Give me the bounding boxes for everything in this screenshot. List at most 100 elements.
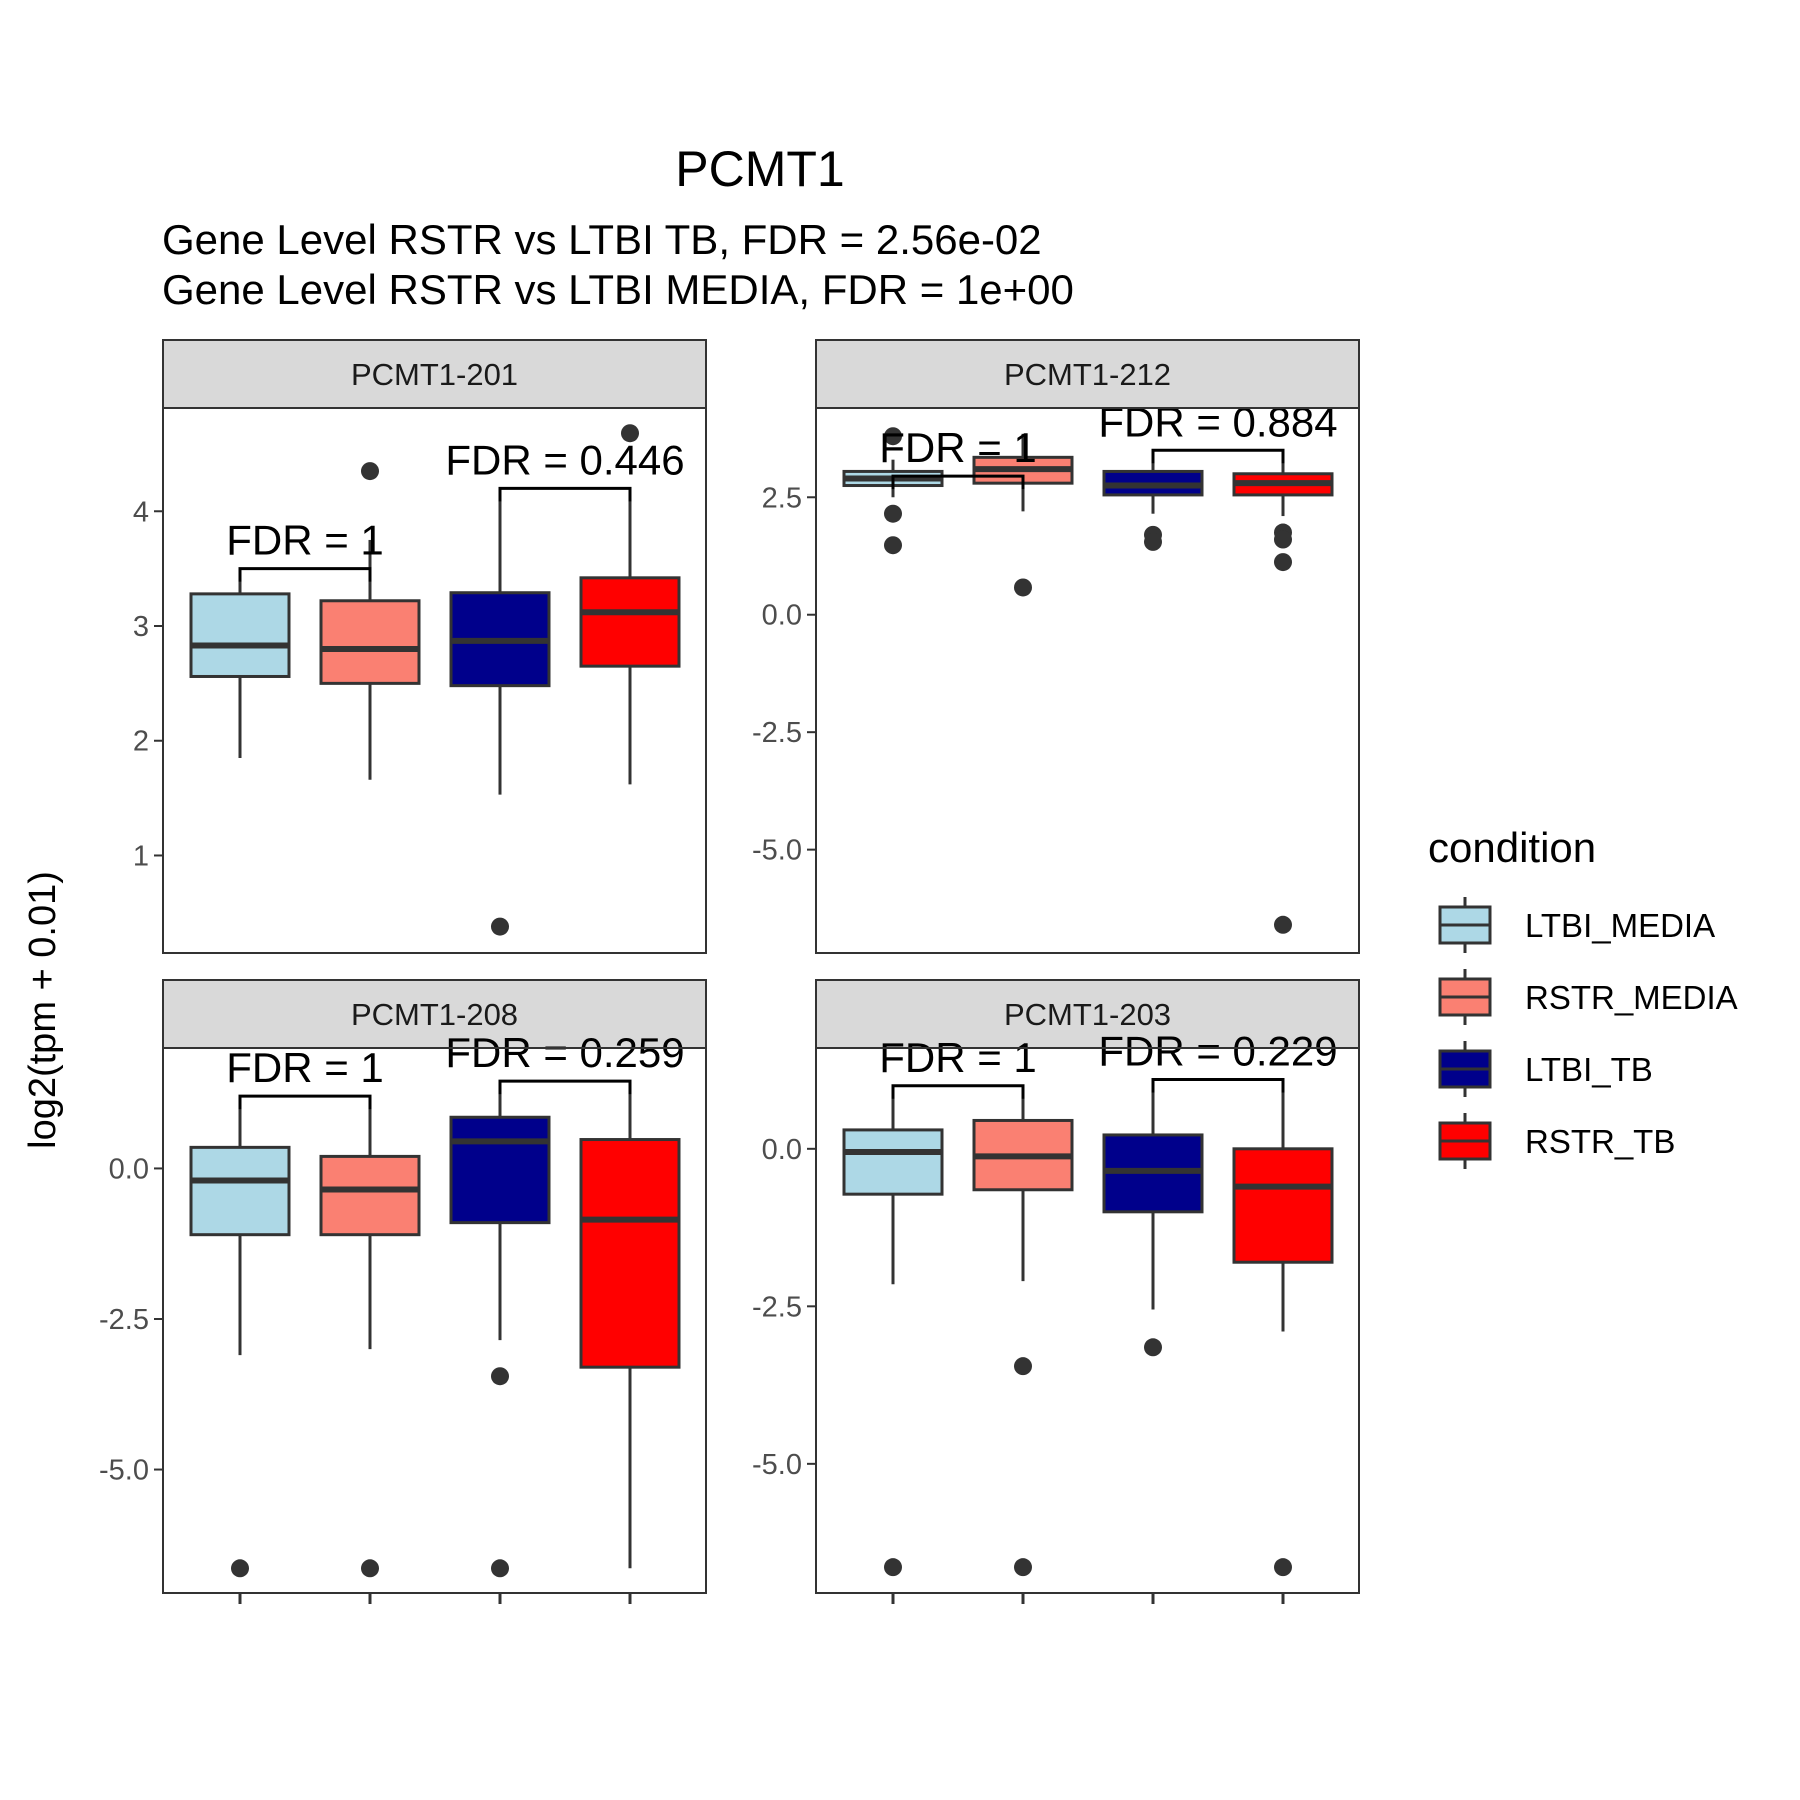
facet-strip-label: PCMT1-208 (351, 997, 518, 1032)
outlier-point (621, 424, 639, 443)
y-tick-label: 2.5 (762, 482, 802, 514)
box-body (1232, 1147, 1334, 1264)
box-body (189, 592, 291, 678)
significance-bracket (238, 1094, 372, 1110)
outlier-point (1274, 1558, 1292, 1577)
y-tick-label: -2.5 (752, 717, 802, 749)
legend-item-rstr-media: RSTR_MEDIA (1438, 969, 1738, 1025)
box-rstr-media (319, 462, 421, 780)
panel-border (162, 1047, 707, 1594)
legend-item-ltbi-tb: LTBI_TB (1438, 1041, 1653, 1097)
box-body (842, 1128, 944, 1196)
box-ltbi-media (189, 570, 291, 758)
facet-panel-pcmt1-212: PCMT1-212 -5.0 -2.5 0.0 2.5 FDR = 1 FDR = 0.88… (752, 339, 1360, 954)
outlier-point (884, 536, 902, 555)
fdr-annotation: FDR = 1 (226, 1044, 384, 1110)
y-tick-label: -2.5 (99, 1304, 149, 1336)
y-tick-label: 4 (133, 496, 149, 528)
facet-strip-label: PCMT1-203 (1004, 997, 1171, 1032)
box-body (189, 1145, 291, 1237)
y-tick-label: -5.0 (752, 1449, 802, 1481)
y-tick-label: 0.0 (762, 600, 802, 632)
y-tick-label: 0.0 (762, 1134, 802, 1166)
legend-item-label: LTBI_TB (1525, 1051, 1653, 1088)
facet-panel-pcmt1-203: PCMT1-203 -5.0 -2.5 0.0 FDR = 1 FDR = 0.229 (752, 979, 1360, 1604)
legend: condition LTBI_MEDIA RSTR_MEDIA LTBI_TB RST… (1428, 824, 1738, 1169)
panel-border (815, 1047, 1360, 1594)
box-rstr-tb (579, 1081, 681, 1569)
box-rstr-tb (1232, 450, 1334, 934)
significance-bracket (891, 474, 1025, 490)
y-tick-label: 1 (133, 840, 149, 872)
panel-border (815, 407, 1360, 954)
outlier-point (361, 1559, 379, 1578)
fdr-label: FDR = 1 (879, 1034, 1037, 1081)
facet-panels: PCMT1-201 1 2 3 4 FDR = 1 FDR = 0.446 PCMT1-212… (99, 339, 1360, 1604)
outlier-point (491, 917, 509, 936)
significance-bracket (498, 486, 632, 502)
fdr-label: FDR = 0.229 (1098, 1028, 1337, 1075)
fdr-annotation: FDR = 1 (879, 424, 1037, 490)
panel-background (816, 408, 1359, 953)
fdr-label: FDR = 0.446 (445, 436, 684, 483)
facet-strip-label: PCMT1-212 (1004, 357, 1171, 392)
y-axis-label: log2(tpm + 0.01) (22, 871, 64, 1149)
legend-item-label: RSTR_TB (1525, 1123, 1675, 1160)
significance-bracket (1151, 1078, 1285, 1093)
outlier-point (1144, 1338, 1162, 1357)
fdr-annotation: FDR = 0.259 (445, 1029, 685, 1095)
fdr-annotation: FDR = 1 (879, 1034, 1037, 1099)
y-tick-label: -2.5 (752, 1291, 802, 1323)
fdr-label: FDR = 0.884 (1098, 398, 1337, 445)
box-ltbi-media (842, 1085, 944, 1577)
legend-item-rstr-tb: RSTR_TB (1438, 1113, 1675, 1169)
significance-bracket (498, 1079, 632, 1095)
outlier-point (491, 1559, 509, 1578)
y-tick-label: -5.0 (752, 835, 802, 867)
legend-item-label: RSTR_MEDIA (1525, 979, 1738, 1016)
outlier-point (1274, 553, 1292, 572)
y-tick-label: 0.0 (109, 1153, 149, 1185)
fdr-annotation: FDR = 1 (226, 517, 384, 582)
box-ltbi-tb (1102, 1079, 1204, 1357)
fdr-label: FDR = 0.259 (445, 1029, 684, 1076)
box-body (449, 1115, 551, 1225)
panel-border (162, 407, 707, 954)
box-rstr-media (319, 1096, 421, 1578)
outlier-point (884, 1558, 902, 1577)
y-tick-label: 3 (133, 611, 149, 643)
outlier-point (231, 1559, 249, 1578)
box-body (319, 1154, 421, 1237)
fdr-annotation: FDR = 0.884 (1098, 398, 1338, 464)
fdr-label: FDR = 1 (226, 517, 384, 564)
box-ltbi-media (189, 1096, 291, 1578)
chart-title: PCMT1 (675, 141, 844, 197)
box-ltbi-tb (449, 1081, 551, 1578)
outlier-point (491, 1367, 509, 1386)
chart-subtitle-line-2: Gene Level RSTR vs LTBI MEDIA, FDR = 1e+… (162, 266, 1074, 313)
box-rstr-tb (579, 424, 681, 785)
outlier-point (1274, 915, 1292, 934)
significance-bracket (238, 567, 372, 582)
box-rstr-media (972, 1085, 1074, 1577)
facet-strip (162, 339, 707, 409)
legend-item-label: LTBI_MEDIA (1525, 907, 1715, 944)
legend-item-ltbi-media: LTBI_MEDIA (1438, 897, 1715, 953)
box-body (579, 576, 681, 668)
y-tick-label: -5.0 (99, 1455, 149, 1487)
significance-bracket (1151, 448, 1285, 464)
box-ltbi-tb (1102, 450, 1204, 551)
box-body (579, 1138, 681, 1369)
facet-strip (815, 339, 1360, 409)
facet-strip-label: PCMT1-201 (351, 357, 518, 392)
outlier-point (1274, 530, 1292, 549)
outlier-point (1014, 578, 1032, 597)
legend-title: condition (1428, 824, 1596, 871)
outlier-point (884, 504, 902, 523)
facet-panel-pcmt1-201: PCMT1-201 1 2 3 4 FDR = 1 FDR = 0.446 (133, 339, 707, 954)
chart-subtitle-line-1: Gene Level RSTR vs LTBI TB, FDR = 2.56e-… (162, 216, 1042, 263)
y-tick-label: 2 (133, 726, 149, 758)
facet-strip (815, 979, 1360, 1049)
outlier-point (1144, 532, 1162, 551)
